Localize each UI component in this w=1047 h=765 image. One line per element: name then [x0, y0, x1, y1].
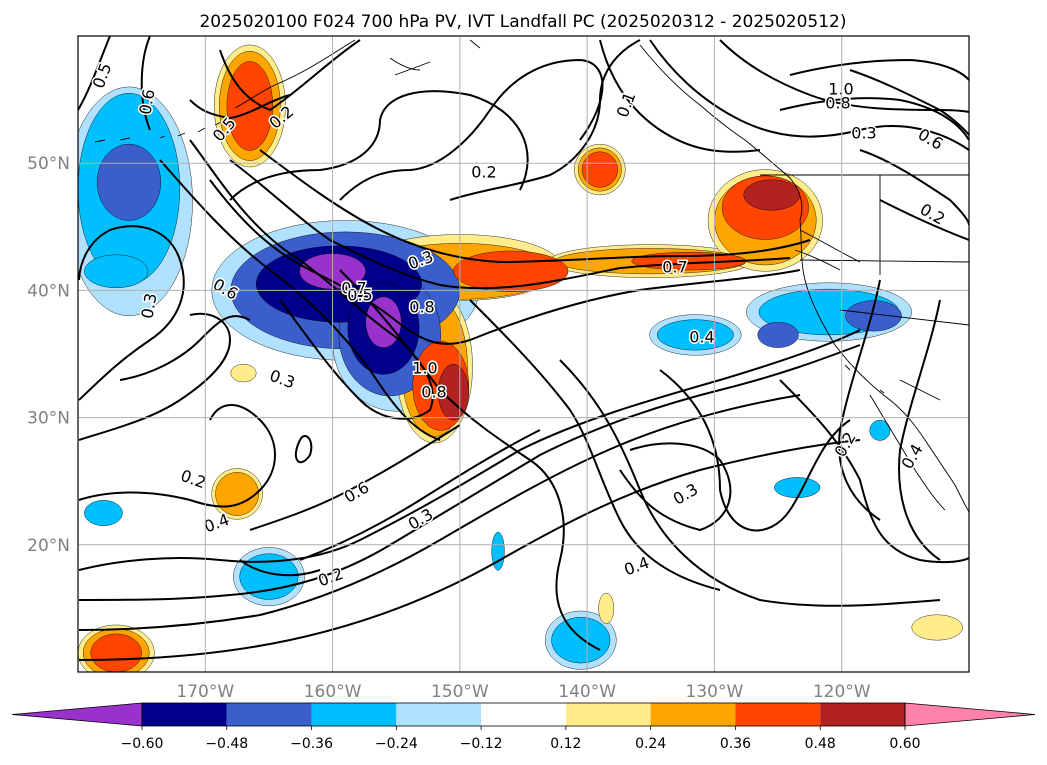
- colorbar-swatch: [396, 703, 482, 726]
- contour-label: 0.2: [471, 163, 496, 182]
- y-tick-label: 40°N: [27, 281, 70, 301]
- x-tick-label: 170°W: [176, 682, 234, 702]
- pv-shade-region: [90, 633, 142, 672]
- y-tick-label: 20°N: [27, 536, 70, 556]
- graticule-grid: [78, 36, 969, 672]
- british-columbia-coast: [639, 44, 803, 221]
- pv-shade-region: [84, 500, 123, 526]
- axis-tick-labels: 170°W 160°W 150°W 140°W 130°W 120°W 20°N 30°N 40…: [27, 154, 871, 702]
- colorbar-swatch: [650, 703, 736, 726]
- contour-label: 1.0: [412, 359, 437, 378]
- pv-shade-region: [581, 151, 618, 188]
- contour-label: 0.8: [421, 383, 446, 402]
- aleutian-islands: [94, 119, 226, 143]
- alaska-peninsula-coast: [234, 39, 356, 109]
- y-tick-label: 50°N: [27, 154, 70, 174]
- colorbar-tick-label: 0.12: [550, 736, 581, 752]
- colorbar-frame: [141, 702, 906, 727]
- colorbar-tick-label: −0.24: [375, 736, 418, 752]
- us-borders: [794, 229, 861, 271]
- pv-shade-region: [84, 254, 149, 289]
- colorbar-tick-label: 0.60: [889, 736, 920, 752]
- colorbar-tick-label: 0.36: [720, 736, 751, 752]
- contour-label: 0.7: [662, 258, 687, 277]
- pv-shade-region: [96, 143, 161, 221]
- pv-shade-region: [226, 61, 273, 151]
- alaska-south-coast: [389, 39, 481, 76]
- contour-label: 0.5: [347, 286, 372, 305]
- state-borders: [760, 174, 969, 401]
- colorbar: −0.60 −0.48 −0.36 −0.24 −0.12 0.12 0.24 0.36 0.4…: [11, 702, 1036, 752]
- colorbar-swatch: [142, 703, 227, 726]
- x-tick-label: 150°W: [431, 682, 489, 702]
- colorbar-tick-label: −0.48: [205, 736, 248, 752]
- colorbar-tick-label: −0.60: [121, 736, 164, 752]
- x-tick-label: 130°W: [686, 682, 744, 702]
- pv-shade-region: [774, 477, 821, 498]
- pv-shade-region: [869, 419, 891, 441]
- pv-shade-region: [453, 250, 569, 292]
- colorbar-extend-low: [11, 702, 143, 727]
- baja-california-coast: [869, 394, 946, 511]
- pv-shade-region: [845, 300, 902, 332]
- contour-label: 0.7: [341, 279, 366, 298]
- x-tick-label: 120°W: [813, 682, 871, 702]
- contour-label: 0.8: [409, 298, 434, 317]
- colorbar-tick-label: −0.36: [290, 736, 333, 752]
- colorbar-swatch: [565, 703, 651, 726]
- colorbar-tick-label: 0.48: [805, 736, 836, 752]
- colorbar-swatch: [481, 703, 566, 726]
- pv-contour-lines: [78, 36, 969, 661]
- pv-shade-region: [598, 592, 615, 624]
- colorbar-swatch: [820, 703, 905, 726]
- pv-shade-region: [438, 363, 469, 421]
- x-tick-label: 160°W: [304, 682, 362, 702]
- us-mexico-west-coast: [799, 219, 969, 513]
- colorbar-tick-label: −0.12: [460, 736, 503, 752]
- pv-shade-region: [911, 614, 963, 641]
- coastline-layer: [94, 39, 969, 513]
- pv-shade-region: [230, 363, 257, 383]
- pv-shade-region: [491, 531, 505, 571]
- pv-shade-region: [551, 617, 611, 664]
- colorbar-swatch: [735, 703, 821, 726]
- colorbar-extend-high: [904, 702, 1036, 727]
- chart-title: 2025020100 F024 700 hPa PV, IVT Landfall…: [199, 12, 846, 32]
- colorbar-swatch: [311, 703, 397, 726]
- channel-islands: [844, 364, 885, 394]
- x-tick-label: 140°W: [558, 682, 616, 702]
- pv-shade-region: [743, 179, 800, 211]
- colorbar-swatch: [226, 703, 312, 726]
- contour-label: 0.3: [137, 292, 160, 320]
- contour-label: 1.0: [828, 80, 853, 99]
- contour-label: 0.3: [851, 124, 876, 143]
- map-frame: [77, 35, 970, 673]
- pv-shade-region: [215, 472, 259, 516]
- contour-label: 0.8: [825, 94, 850, 113]
- y-tick-label: 30°N: [27, 409, 70, 429]
- contour-label: 0.4: [689, 328, 714, 347]
- pv-shade-region: [757, 322, 799, 348]
- colorbar-tick-label: 0.24: [635, 736, 666, 752]
